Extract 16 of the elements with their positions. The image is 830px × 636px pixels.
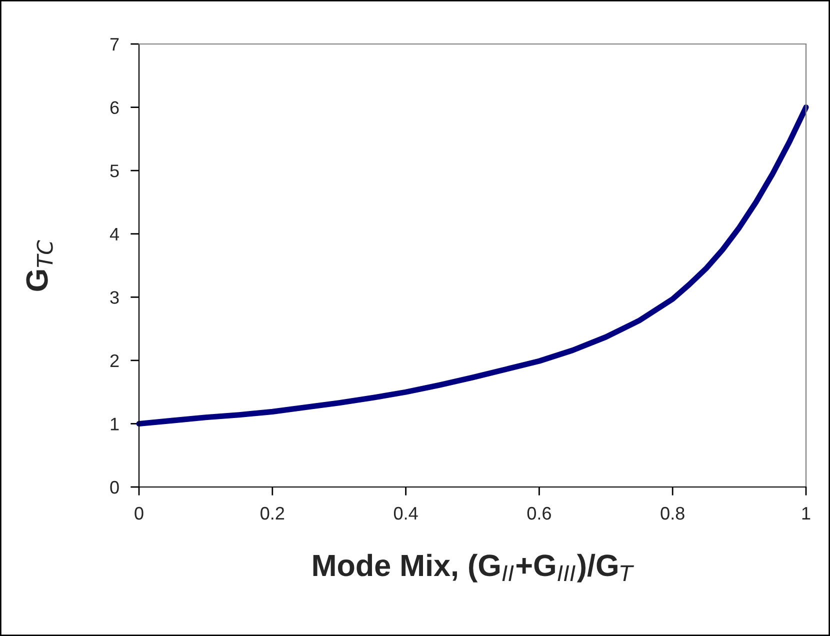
y-tick-label: 0 <box>110 480 119 494</box>
x-tick-label: 0.4 <box>394 506 418 520</box>
y-tick-label: 3 <box>110 291 119 304</box>
y-tick-label: 4 <box>110 228 120 240</box>
x-axis-title: Mode Mix, (G$_{II}$+G$_{III}$)/G$_{T}$ <box>313 554 634 582</box>
y-tick-label: 6 <box>110 101 119 114</box>
y-tick-label: 2 <box>110 354 119 367</box>
y-tick-label: 5 <box>110 164 119 178</box>
x-tick-label: 0.6 <box>527 506 551 520</box>
y-tick-label: 7 <box>110 38 119 51</box>
x-tick-label: 0 <box>134 506 144 520</box>
y-tick-label: 1 <box>110 418 119 430</box>
x-tick-label: 0.2 <box>260 506 284 520</box>
x-tick-label: 1 <box>802 507 810 520</box>
y-axis-title: G$_{TC}$ <box>26 240 53 291</box>
x-tick-label: 0.8 <box>660 506 684 520</box>
